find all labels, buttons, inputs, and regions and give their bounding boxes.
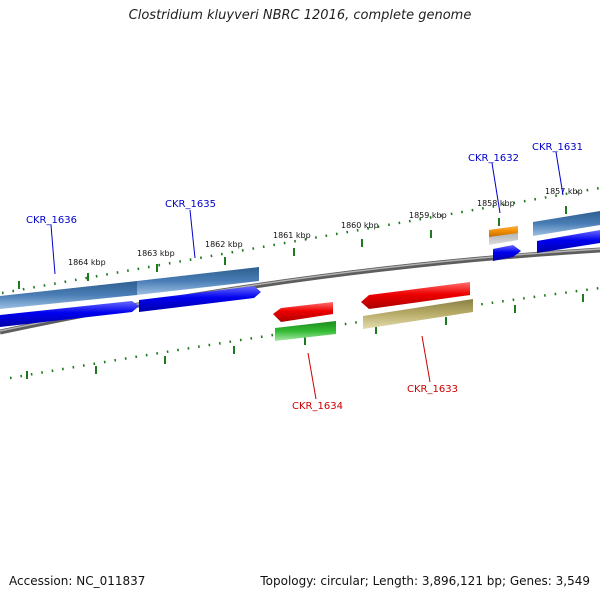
ruler-label: 1861 kbp — [273, 231, 311, 240]
cds-arrow-ckr-1634[interactable] — [273, 302, 333, 322]
cds-arrow-ckr-1635[interactable] — [139, 286, 261, 312]
ruler-label: 1864 kbp — [68, 258, 106, 267]
gene-bar-ckr-1636[interactable] — [0, 281, 137, 309]
ruler-upper-major-ticks — [18, 206, 567, 289]
accession-text: Accession: NC_011837 — [9, 574, 146, 588]
gene-bar-ckr-1632-orange[interactable] — [489, 226, 518, 237]
cds-arrow-ckr-1631[interactable] — [537, 230, 600, 253]
gene-bar-ckr-1633[interactable] — [363, 299, 473, 329]
gene-label-ckr-1633[interactable]: CKR_1633 — [407, 384, 458, 395]
gene-label-ckr-1632[interactable]: CKR_1632 — [468, 153, 519, 164]
ruler-label: 1860 kbp — [341, 221, 379, 230]
ruler-lower-major-ticks — [26, 294, 584, 379]
leader-lines-bottom — [307, 335, 431, 400]
gene-bar-ckr-1631[interactable] — [533, 211, 600, 236]
cds-arrow-ckr-1633[interactable] — [361, 282, 470, 309]
gene-label-ckr-1631[interactable]: CKR_1631 — [532, 142, 583, 153]
ruler-label: 1863 kbp — [137, 249, 175, 258]
gene-bar-ckr-1635[interactable] — [137, 267, 259, 295]
genome-summary-text: Topology: circular; Length: 3,896,121 bp… — [260, 574, 590, 588]
leader-lines-top — [50, 151, 564, 275]
ruler-label: 1859 kbp — [409, 211, 447, 220]
page-title: Clostridium kluyveri NBRC 12016, complet… — [128, 8, 472, 23]
ruler-label: 1857 kbp — [545, 187, 583, 196]
ruler-upper — [1, 186, 600, 295]
gene-label-ckr-1635[interactable]: CKR_1635 — [165, 199, 216, 210]
ruler-label: 1858 kbp — [477, 199, 515, 208]
gene-label-ckr-1634[interactable]: CKR_1634 — [292, 401, 343, 412]
cds-arrow-ckr-1636[interactable] — [0, 301, 139, 327]
cds-arrow-ckr-1632[interactable] — [493, 245, 521, 261]
gene-label-ckr-1636[interactable]: CKR_1636 — [26, 215, 77, 226]
gene-bar-ckr-1634[interactable] — [275, 321, 336, 341]
ruler-label: 1862 kbp — [205, 240, 243, 249]
